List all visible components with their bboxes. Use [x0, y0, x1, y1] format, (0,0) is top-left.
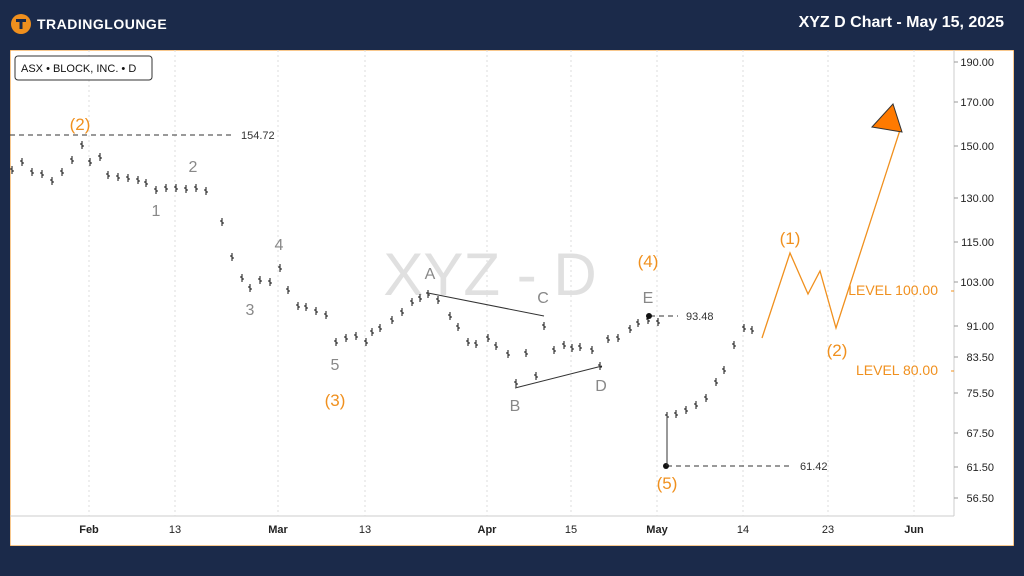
y-axis-ticks: 190.00 170.00 150.00 130.00 115.00 103.00 91.0…	[954, 57, 994, 505]
target-arrow-icon	[871, 103, 903, 133]
y-tick-label: 75.50	[966, 388, 994, 400]
wave-label-c: C	[537, 290, 549, 307]
triangle-lower-line	[514, 365, 603, 389]
y-tick-label: 91.00	[966, 321, 994, 333]
wave-label-e: E	[643, 290, 654, 307]
wave-label-4-orange: (4)	[638, 252, 659, 271]
chart-panel: XYZ - D ASX • BLOCK, INC. • D 190.00 170.…	[9, 49, 1015, 547]
tradinglounge-logo: TRADINGLOUNGE	[10, 13, 167, 35]
symbol-label-box: ASX • BLOCK, INC. • D	[14, 55, 153, 81]
x-tick-label: Mar	[268, 524, 288, 536]
triangle-upper-line	[427, 292, 545, 317]
x-axis-ticks: Feb 13 Mar 13 Apr 15 May 14 23 Jun	[79, 524, 924, 536]
wave-label-4-gray: 4	[275, 237, 284, 254]
level-100-label: LEVEL 100.00	[848, 282, 938, 298]
wave-label-2-orange: (2)	[70, 115, 91, 134]
y-tick-label: 61.50	[966, 462, 994, 474]
y-tick-label: 83.50	[966, 352, 994, 364]
y-tick-label: 190.00	[960, 57, 994, 69]
brand-name: TRADINGLOUNGE	[37, 16, 168, 32]
pivot-e-dot	[646, 313, 652, 319]
y-tick-label: 56.50	[966, 493, 994, 505]
wave-label-a: A	[425, 266, 436, 283]
footer-bar	[0, 546, 1024, 576]
wave-label-2-gray: 2	[189, 159, 198, 176]
price-chart[interactable]: XYZ - D ASX • BLOCK, INC. • D 190.00 170.…	[9, 49, 1015, 547]
wave-label-b: B	[510, 398, 521, 415]
wave-label-1-projected: (1)	[780, 229, 801, 248]
x-tick-label: 13	[169, 524, 181, 536]
wave-label-5-orange: (5)	[657, 474, 678, 493]
x-tick-label: May	[646, 524, 668, 536]
level-80-label: LEVEL 80.00	[856, 362, 938, 378]
x-tick-label: Feb	[79, 524, 99, 536]
wave-label-d: D	[595, 378, 607, 395]
y-tick-label: 150.00	[960, 141, 994, 153]
x-tick-label: 14	[737, 524, 749, 536]
price-label-154: 154.72	[241, 130, 275, 142]
pivot-5-dot	[663, 463, 669, 469]
wave-label-3-orange: (3)	[325, 391, 346, 410]
projection-path	[761, 129, 901, 339]
y-tick-label: 67.50	[966, 428, 994, 440]
wave-label-5-gray: 5	[331, 357, 340, 374]
chart-title: XYZ D Chart - May 15, 2025	[798, 14, 1004, 31]
symbol-label: ASX • BLOCK, INC. • D	[21, 63, 136, 75]
x-tick-label: 23	[822, 524, 834, 536]
price-label-93: 93.48	[686, 311, 714, 323]
y-tick-label: 115.00	[961, 237, 994, 249]
price-label-61: 61.42	[800, 461, 828, 473]
x-tick-label: 13	[359, 524, 371, 536]
y-tick-label: 103.00	[960, 277, 994, 289]
x-tick-label: Jun	[904, 524, 924, 536]
wave-label-1-gray: 1	[152, 203, 161, 220]
wave-label-2-projected: (2)	[827, 341, 848, 360]
x-tick-label: 15	[565, 524, 577, 536]
price-bars	[10, 141, 754, 420]
wave-label-3-gray: 3	[246, 302, 255, 319]
header-bar: TRADINGLOUNGE XYZ D Chart - May 15, 2025	[0, 0, 1024, 48]
logo-icon	[11, 14, 31, 34]
y-tick-label: 170.00	[960, 97, 994, 109]
watermark: XYZ - D	[383, 241, 596, 308]
y-tick-label: 130.00	[960, 193, 994, 205]
x-tick-label: Apr	[478, 524, 498, 536]
